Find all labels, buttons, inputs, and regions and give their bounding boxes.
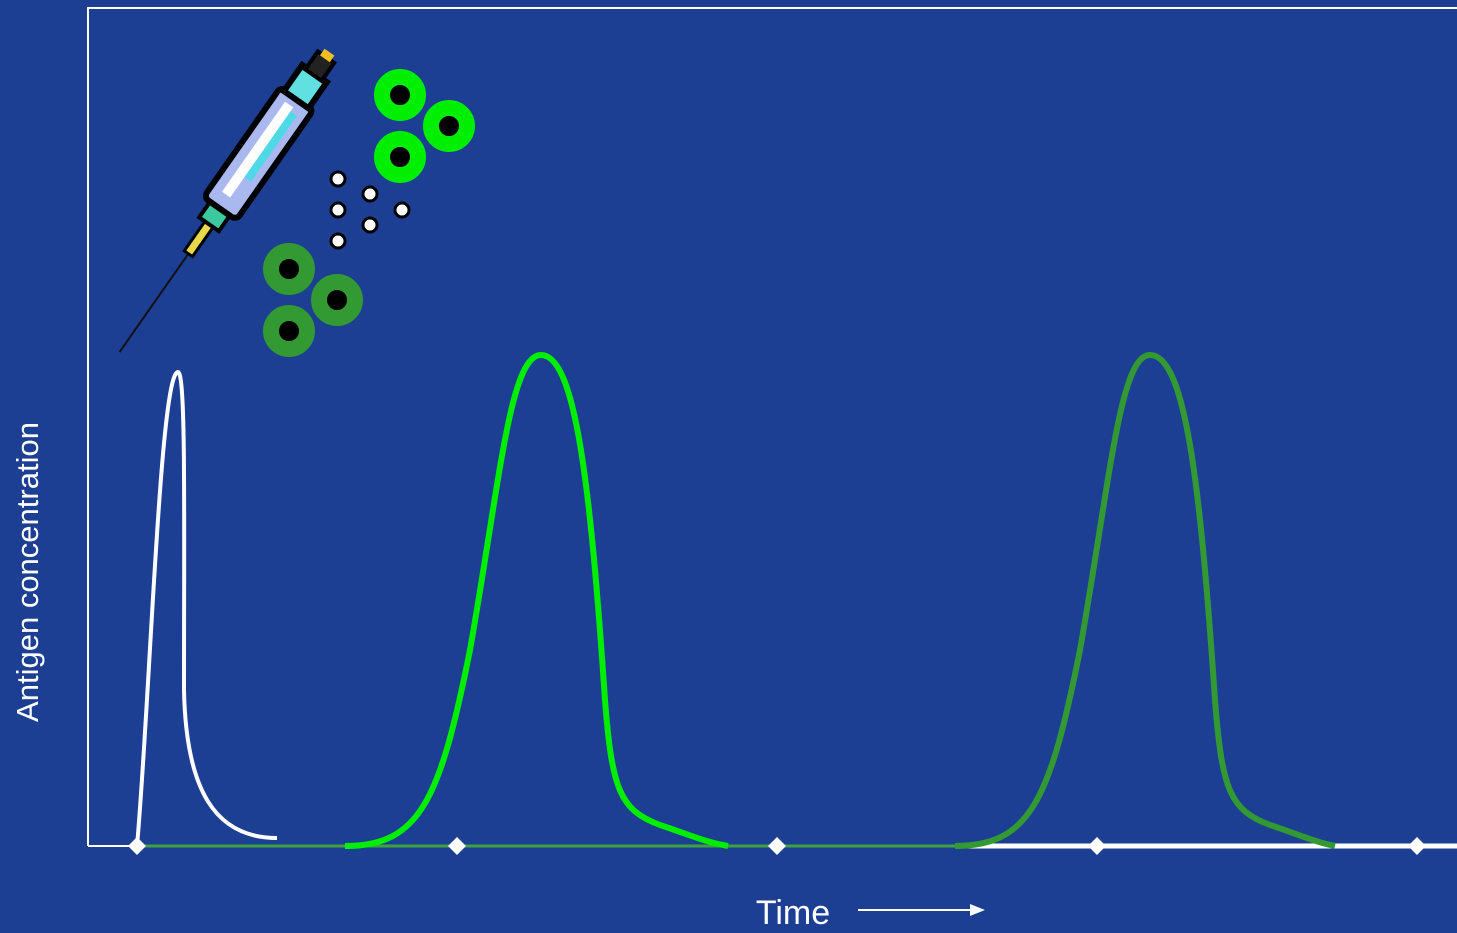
background: [0, 0, 1457, 933]
y-axis-label: Antigen concentration: [10, 422, 45, 722]
x-axis-label: Time: [756, 894, 830, 932]
diagram: Antigen concentration Time: [0, 0, 1457, 933]
page: Antigen concentration Time (() => { cons…: [0, 0, 1457, 933]
